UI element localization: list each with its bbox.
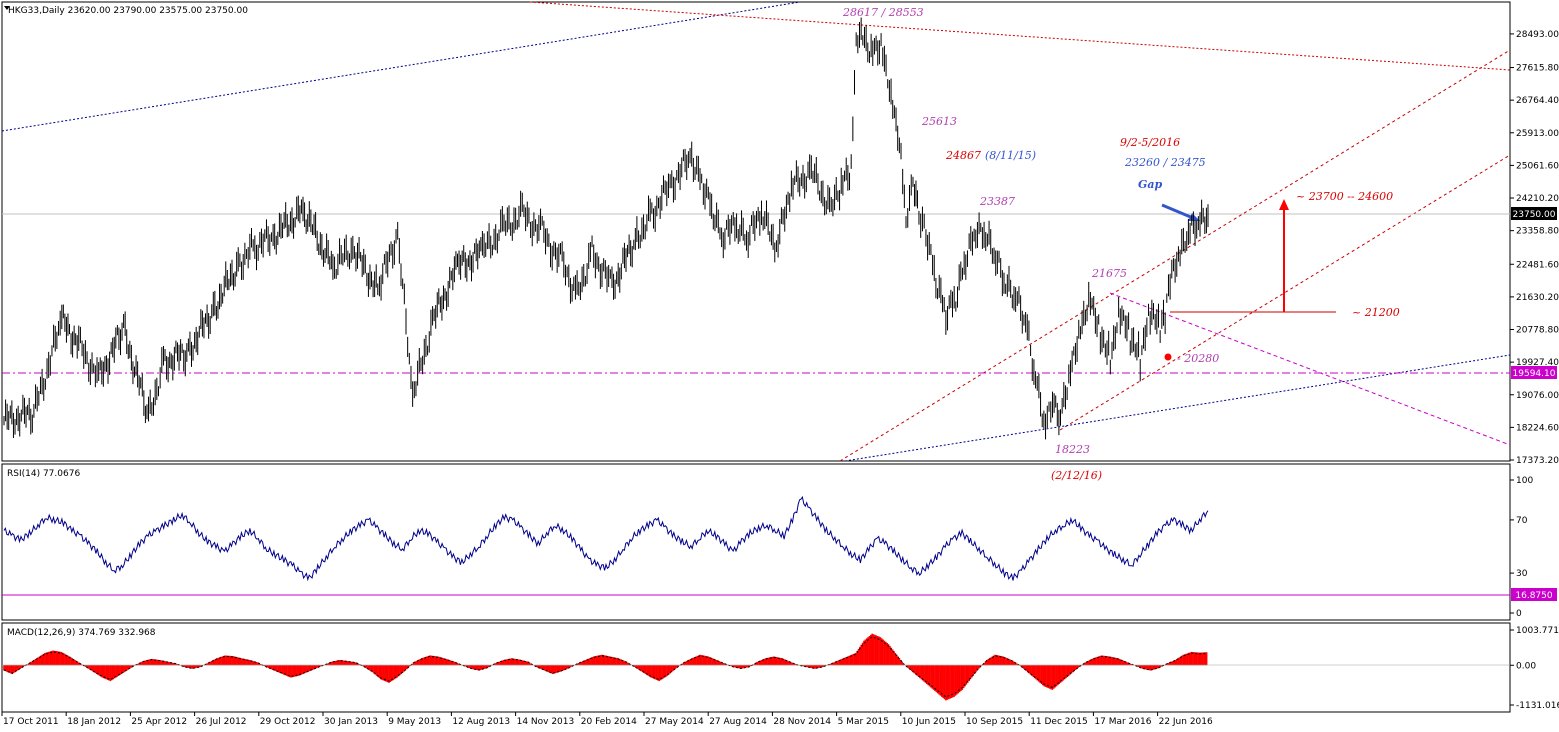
macd-tick-label: -1131.016 [1516,701,1559,711]
x-tick-label: 22 Jun 2016 [1159,717,1213,727]
macd-panel-frame [1,622,1511,713]
x-tick-label: 10 Sep 2015 [966,717,1023,727]
price-panel-label: HKG33,Daily 23620.00 23790.00 23575.00 2… [8,6,248,16]
x-tick-label: 26 Jul 2012 [196,717,247,727]
x-tick-label: 30 Jan 2013 [324,717,378,727]
macd-series [3,633,1208,701]
macd-y-axis: 1003.771 0.00 -1131.016 [1510,626,1559,711]
annotation-gap: Gap [1138,178,1163,191]
rsi-tick-label: 100 [1516,476,1533,486]
red-channel-upper [839,49,1511,462]
x-tick-label: 14 Nov 2013 [517,717,575,727]
x-tick-label: 27 May 2014 [645,717,704,727]
x-tick-label: 17 Oct 2011 [3,717,59,727]
annotation-date-8-11-15: (8/11/15) [985,149,1036,162]
level-tag-bg [1511,366,1557,379]
annotation-target-range: ~ 23700 -- 24600 [1296,190,1393,203]
trendlines [1,1,1511,462]
price-panel-frame [1,1,1511,462]
price-tick-label: 26764.40 [1516,96,1559,106]
price-tick-label: 19076.00 [1516,391,1559,401]
red-upper-trendline [529,1,1511,71]
x-tick-label: 20 Feb 2014 [581,717,637,727]
macd-tick-label: 1003.771 [1516,626,1559,636]
magenta-down-trendline [1109,292,1511,446]
price-tick-label: 18224.60 [1516,423,1559,433]
gap-arrow-head [1188,213,1200,221]
rsi-tick-label: 70 [1516,516,1528,526]
rsi-panel-frame [1,463,1511,621]
x-tick-label: 10 Jun 2015 [902,717,956,727]
panel-collapse-icon [4,6,10,10]
price-y-axis: 28493.00 27615.80 26764.40 25913.00 25061.60… [1510,30,1559,466]
x-tick-label: 5 Mar 2015 [838,717,889,727]
gap-arrow-shaft [1161,203,1194,220]
annotation-gap-levels: 23260 / 23475 [1124,156,1206,169]
x-tick-label: 18 Jan 2012 [67,717,121,727]
price-tick-label: 25061.60 [1516,161,1559,171]
price-tick-label: 23358.80 [1516,227,1559,237]
annotation-21675: 21675 [1091,267,1127,280]
x-axis: 17 Oct 2011 18 Jan 2012 25 Apr 2012 26 Jul … [1,712,1213,727]
x-tick-label: 17 Mar 2016 [1094,717,1151,727]
x-tick-label: 25 Apr 2012 [131,717,187,727]
red-channel-lower [1059,154,1511,431]
price-series [3,17,1209,440]
x-tick-label: 11 Dec 2015 [1030,717,1088,727]
rsi-tick-label: 30 [1516,569,1528,579]
x-tick-label: 9 May 2013 [388,717,441,727]
price-tick-label: 19927.40 [1516,358,1559,368]
macd-panel-label: MACD(12,26,9) 374.769 332.968 [7,628,156,638]
annotation-24867: 24867 [945,149,981,162]
price-tick-label: 24210.20 [1516,194,1559,204]
rsi-series [3,495,1209,582]
level-tag: 19594.10 [1513,369,1556,379]
annotations: 28617 / 28553 25613 24867 (8/11/15) 2338… [842,6,1400,482]
annotation-25613: 25613 [921,115,957,128]
current-price-tag-bg [1511,207,1557,220]
blue-upper-trendline [1,1,801,132]
annotation-peak: 28617 / 28553 [842,6,924,19]
rsi-tick-label: 0 [1516,609,1522,619]
blue-lower-trendline [844,354,1511,462]
annotation-21200: ~ 21200 [1352,306,1400,319]
rsi-level-tag-bg [1511,588,1557,601]
x-tick-label: 27 Aug 2014 [709,717,767,727]
price-tick-label: 25913.00 [1516,129,1559,139]
x-tick-label: 12 Aug 2013 [452,717,510,727]
x-tick-label: 29 Oct 2012 [260,717,316,727]
annotation-23387: 23387 [979,195,1015,208]
price-tick-label: 28493.00 [1516,30,1559,40]
annotation-18223: 18223 [1055,443,1090,456]
annotation-date-2-12-16: (2/12/16) [1051,469,1102,482]
rsi-line [3,495,1209,582]
support-dot [1164,353,1172,361]
price-tick-label: 17373.20 [1516,456,1559,466]
rsi-panel-label: RSI(14) 77.0676 [7,469,80,479]
rsi-level-tag: 16.8750 [1515,591,1552,601]
rsi-y-axis: 100 70 30 0 [1510,476,1533,619]
annotation-date-9-2-5-2016: 9/2-5/2016 [1120,136,1180,149]
price-tick-label: 21630.20 [1516,293,1559,303]
price-tick-label: 22481.60 [1516,260,1559,270]
current-price-tag: 23750.00 [1513,210,1556,220]
target-arrow-head [1279,199,1289,210]
x-tick-label: 28 Nov 2014 [773,717,831,727]
annotation-20280: - 20280 [1177,352,1219,365]
macd-tick-label: 0.00 [1516,661,1536,671]
price-tick-label: 20778.80 [1516,326,1559,336]
price-tick-label: 27615.80 [1516,64,1559,74]
